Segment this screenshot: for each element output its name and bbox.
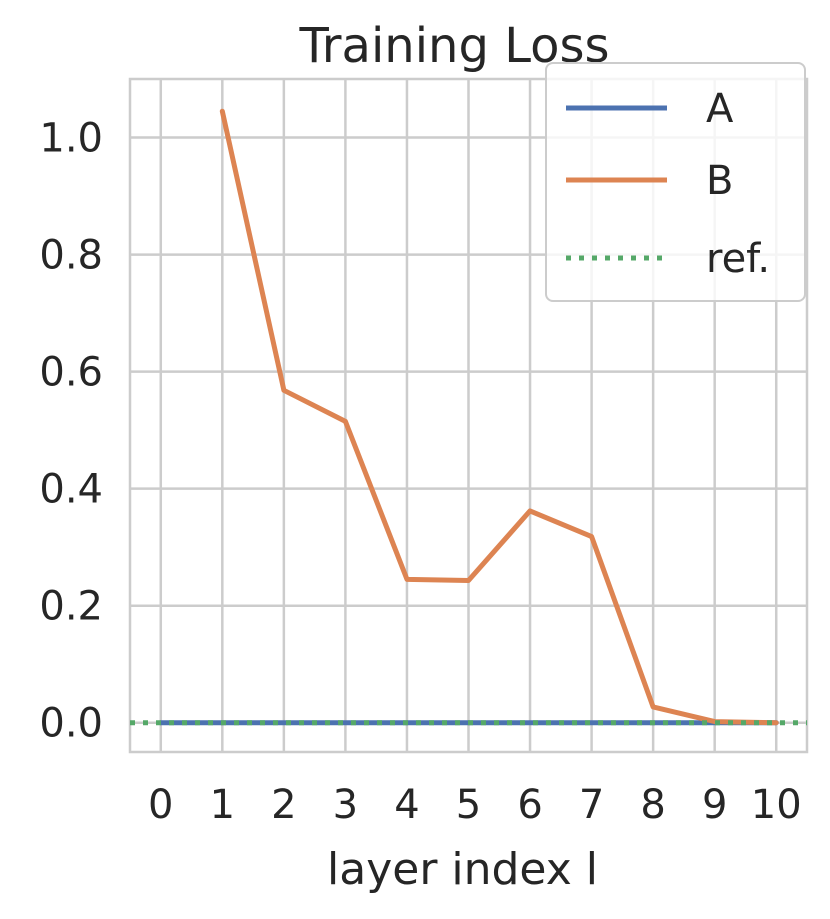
x-tick-label: 4 (394, 782, 419, 828)
y-tick-label: 0.6 (39, 350, 103, 396)
y-tick-label: 0.0 (39, 701, 103, 747)
x-tick-label: 5 (456, 782, 481, 828)
x-tick-label: 10 (751, 782, 802, 828)
y-tick-label: 0.4 (39, 467, 103, 513)
tick-labels: 0 1 2 3 4 5 6 7 8 9 10 0.0 0.2 0.4 0.6 0.8 1.0 (39, 116, 801, 828)
y-tick-label: 1.0 (39, 116, 103, 162)
legend-box (545, 62, 806, 302)
x-tick-label: 3 (333, 782, 358, 828)
x-axis-label: layer index l (327, 844, 598, 895)
x-tick-label: 6 (517, 782, 542, 828)
plot-frame (128, 77, 809, 754)
series-layer (130, 108, 807, 726)
y-tick-label: 0.2 (39, 584, 103, 630)
y-tick-label: 0.8 (39, 233, 103, 279)
x-tick-label: 0 (148, 782, 173, 828)
x-tick-label: 8 (640, 782, 665, 828)
x-tick-label: 2 (271, 782, 296, 828)
legend-label: ref. (706, 236, 770, 282)
x-tick-label: 9 (702, 782, 727, 828)
series-line-b (219, 108, 779, 726)
x-tick-label: 1 (210, 782, 235, 828)
legend-label: A (706, 86, 734, 132)
legend-label: B (706, 158, 733, 204)
x-tick-label: 7 (579, 782, 604, 828)
